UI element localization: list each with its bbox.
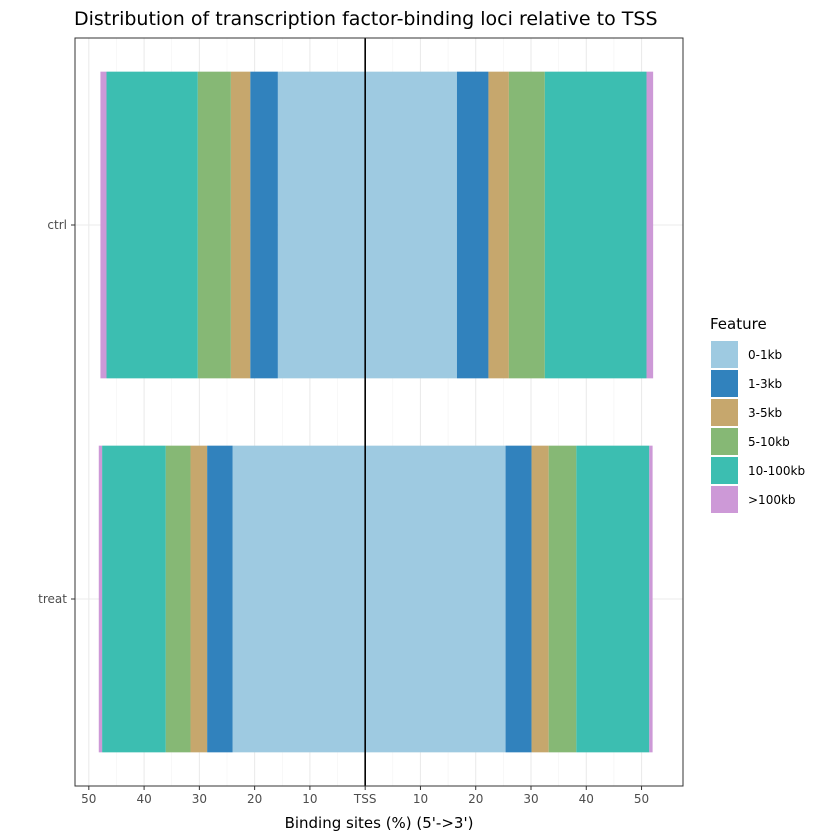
legend-label-0-1kb: 0-1kb	[748, 348, 782, 362]
bar-treat-upstream-5-10kb	[165, 445, 191, 753]
bar-treat-upstream-3-5kb	[190, 445, 208, 753]
y-tick-label-ctrl: ctrl	[47, 218, 67, 232]
legend-label-10-100kb: 10-100kb	[748, 464, 805, 478]
bar-treat-upstream-1-3kb	[207, 445, 233, 753]
legend-swatch-10-100kb	[711, 457, 738, 484]
bar-treat-downstream-5-10kb	[548, 445, 577, 753]
y-axis: ctrl treat	[38, 218, 75, 606]
legend: Feature 0-1kb 1-3kb 3-5kb 5-10kb 10-100kb >10…	[710, 315, 805, 513]
x-tick-label-5: TSS	[353, 792, 377, 806]
x-tick-label-3: 20	[247, 792, 262, 806]
bar-treat-downstream-1-3kb	[505, 445, 532, 753]
x-tick-label-9: 40	[579, 792, 594, 806]
legend-label->100kb: >100kb	[748, 493, 796, 507]
bar-ctrl-upstream-3-5kb	[230, 71, 251, 379]
bar-treat-downstream-0-1kb	[365, 445, 506, 753]
bar-treat-upstream->100kb	[98, 445, 103, 753]
plot-panel-border	[74, 37, 684, 787]
legend-title: Feature	[710, 315, 767, 333]
bar-ctrl-upstream-1-3kb	[250, 71, 278, 379]
bar-ctrl-upstream-5-10kb	[197, 71, 231, 379]
x-axis: 50 40 30 20 10 TSS 10 20 30 40 50	[81, 786, 649, 806]
x-tick-label-4: 10	[302, 792, 317, 806]
chart-title: Distribution of transcription factor-bin…	[74, 8, 658, 30]
bar-treat-upstream-0-1kb	[232, 445, 366, 753]
legend-label-3-5kb: 3-5kb	[748, 406, 782, 420]
legend-swatch-1-3kb	[711, 370, 738, 397]
legend-swatch-5-10kb	[711, 428, 738, 455]
bar-treat-downstream-10-100kb	[576, 445, 650, 753]
bar-treat-downstream-3-5kb	[531, 445, 549, 753]
bar-treat-downstream->100kb	[649, 445, 653, 753]
x-tick-label-2: 30	[192, 792, 207, 806]
legend-swatch-0-1kb	[711, 341, 738, 368]
bar-segments	[98, 71, 654, 753]
x-tick-label-10: 50	[634, 792, 649, 806]
legend-label-1-3kb: 1-3kb	[748, 377, 782, 391]
legend-swatch-3-5kb	[711, 399, 738, 426]
x-tick-label-6: 10	[413, 792, 428, 806]
bar-ctrl-upstream->100kb	[100, 71, 107, 379]
x-tick-label-1: 40	[136, 792, 151, 806]
bar-ctrl-downstream-3-5kb	[488, 71, 509, 379]
bar-ctrl-downstream-5-10kb	[508, 71, 545, 379]
x-tick-label-7: 20	[468, 792, 483, 806]
bar-ctrl-upstream-0-1kb	[277, 71, 366, 379]
bar-ctrl-upstream-10-100kb	[106, 71, 198, 379]
legend-label-5-10kb: 5-10kb	[748, 435, 790, 449]
x-tick-label-8: 30	[523, 792, 538, 806]
bar-ctrl-downstream-1-3kb	[456, 71, 489, 379]
x-axis-label: Binding sites (%) (5'->3')	[285, 814, 474, 832]
bar-treat-upstream-10-100kb	[102, 445, 166, 753]
legend-swatch->100kb	[711, 486, 738, 513]
bar-ctrl-downstream-10-100kb	[544, 71, 647, 379]
y-tick-label-treat: treat	[38, 592, 67, 606]
x-tick-label-0: 50	[81, 792, 96, 806]
bar-ctrl-downstream-0-1kb	[365, 71, 457, 379]
bar-ctrl-downstream->100kb	[646, 71, 654, 379]
